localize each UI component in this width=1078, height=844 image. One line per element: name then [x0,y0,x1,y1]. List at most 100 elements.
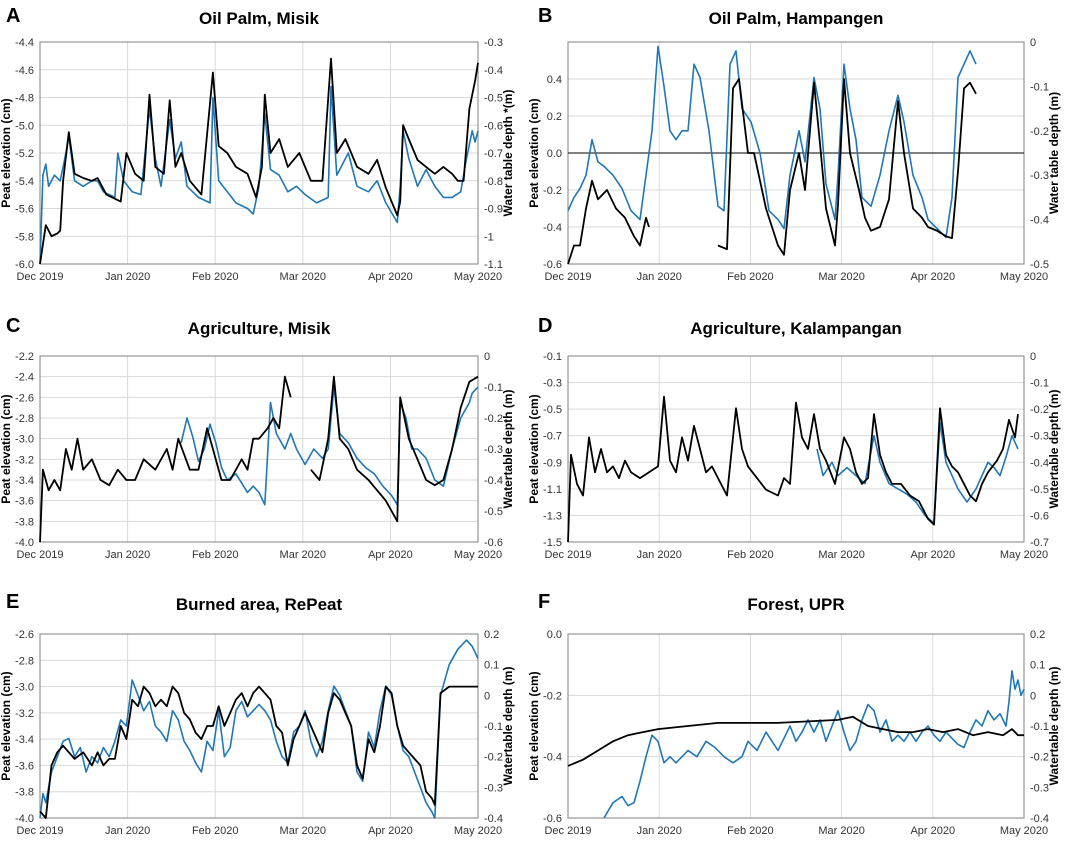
x-tick-label: Dec 2019 [544,825,591,837]
y-tick-label: -2.8 [15,655,34,667]
chart-panel-e: E Burned area, RePeat -4.0 -3.8 -3.6 -3.4 -3.2… [0,591,515,837]
y2-axis-label: Watertable depth (m) [501,667,515,786]
y-tick-label: -3.6 [15,760,34,772]
y-axis-label: Peat elevation (cm) [527,394,541,503]
y-tick-label: -3.4 [15,475,34,487]
y-tick-label: -0.2 [543,690,562,702]
y2-tick-label: -0.2 [484,413,503,425]
x-tick-label: Dec 2019 [16,271,63,283]
chart-panel-d: D Agriculture, Kalampangan -1.5 -1.3 -1.1 -0.… [527,315,1061,561]
y2-axis-label: Watertable depth (m) [1047,667,1061,786]
y-tick-label: -5.0 [15,120,34,132]
x-tick-label: Apr 2020 [368,549,413,561]
panel-letter: F [538,591,550,613]
y-tick-label: -1.1 [543,484,562,496]
y-tick-label: -3.4 [15,734,34,746]
y2-tick-label: -0.2 [1030,126,1049,138]
y-tick-label: -3.8 [15,516,34,528]
y-tick-label: -4.6 [15,65,34,77]
y2-tick-label: 0 [1030,37,1036,49]
y-axis-label: Peat elevation (cm) [0,671,13,780]
y-tick-label: -0.7 [543,431,562,443]
y-axis-label: Peat elevation (cm) [0,394,13,503]
x-tick-label: Dec 2019 [544,549,591,561]
x-tick-label: May 2020 [1000,271,1048,283]
y2-tick-label: 0.1 [484,660,499,672]
y2-tick-label: 0.2 [1030,629,1045,641]
y2-tick-label: -0.5 [484,506,503,518]
x-tick-label: Dec 2019 [544,271,591,283]
series-line-water-table [603,669,1025,819]
y-axis-label: Peat elevation (cm) [527,98,541,207]
y-tick-label: -3.6 [15,496,34,508]
y2-tick-label: -0.5 [1030,484,1049,496]
series-line-peat-elevation [567,715,1024,767]
x-tick-label: Apr 2020 [910,549,955,561]
y2-tick-label: -1 [484,231,494,243]
series-line-peat-elevation [39,375,292,543]
y2-tick-label: -0.6 [1030,510,1049,522]
x-tick-label: Apr 2020 [368,271,413,283]
y2-tick-label: -0.3 [484,37,503,49]
y2-tick-label: 0 [484,690,490,702]
series-line-peat-elevation [717,78,977,256]
y2-tick-label: -0.6 [484,537,503,549]
x-tick-label: Jan 2020 [637,549,682,561]
x-tick-label: Dec 2019 [16,825,63,837]
y-axis-label: Peat elevation (cm) [0,98,13,207]
x-tick-label: Mar 2020 [818,549,864,561]
chart-panel-a: A Oil Palm, Misik -6.0 -5.8 -5.6 -5.4 -5.2 -5.0… [0,5,515,283]
y-tick-label: 0.0 [547,148,562,160]
y-tick-label: -1.3 [543,510,562,522]
y-tick-label: -0.6 [543,813,562,825]
chart-title: Forest, UPR [747,595,844,614]
x-tick-label: May 2020 [1000,825,1048,837]
y-tick-label: -2.6 [15,629,34,641]
y2-tick-label: -0.3 [1030,782,1049,794]
y-tick-label: -4.8 [15,93,34,105]
x-tick-label: Apr 2020 [910,825,955,837]
x-tick-label: Feb 2020 [727,271,773,283]
y-tick-label: -0.4 [543,222,562,234]
y2-tick-label: -0.1 [1030,721,1049,733]
x-tick-label: May 2020 [454,825,502,837]
y2-tick-label: -0.4 [1030,215,1049,227]
x-tick-label: Feb 2020 [727,825,773,837]
y-tick-label: -5.8 [15,231,34,243]
y2-tick-label: 0.2 [484,629,499,641]
y-tick-label: -5.4 [15,176,34,188]
y2-tick-label: -0.3 [1030,431,1049,443]
y-tick-label: -0.3 [543,378,562,390]
x-tick-label: Jan 2020 [637,271,682,283]
x-tick-label: Feb 2020 [192,549,238,561]
y-tick-label: -3.2 [15,454,34,466]
x-tick-label: Feb 2020 [192,825,238,837]
y2-tick-label: -0.9 [484,204,503,216]
y2-tick-label: -0.2 [484,752,503,764]
plot-frame [39,355,479,543]
chart-title: Oil Palm, Hampangen [709,9,884,28]
y2-tick-label: -0.2 [1030,404,1049,416]
panel-letter: E [6,591,19,613]
y2-tick-label: -0.7 [1030,537,1049,549]
series-line-peat-elevation [310,375,479,523]
y2-tick-label: -0.8 [484,176,503,188]
x-tick-label: Mar 2020 [280,825,326,837]
y2-tick-label: -0.1 [1030,81,1049,93]
x-tick-label: Feb 2020 [727,549,773,561]
y2-tick-label: 0 [484,351,490,363]
series-line-water-table [567,45,977,239]
panel-letter: D [538,315,552,337]
x-tick-label: Jan 2020 [105,549,150,561]
y-tick-label: -2.4 [15,372,34,384]
y-tick-label: -2.2 [15,351,34,363]
y-tick-label: -0.1 [543,351,562,363]
y2-tick-label: 0.1 [1030,660,1045,672]
y2-tick-label: 0 [1030,690,1036,702]
x-tick-label: Jan 2020 [105,271,150,283]
y2-tick-label: -0.4 [1030,813,1049,825]
y-tick-label: -2.8 [15,413,34,425]
y2-tick-label: -0.1 [484,721,503,733]
plot-frame [567,355,1025,543]
